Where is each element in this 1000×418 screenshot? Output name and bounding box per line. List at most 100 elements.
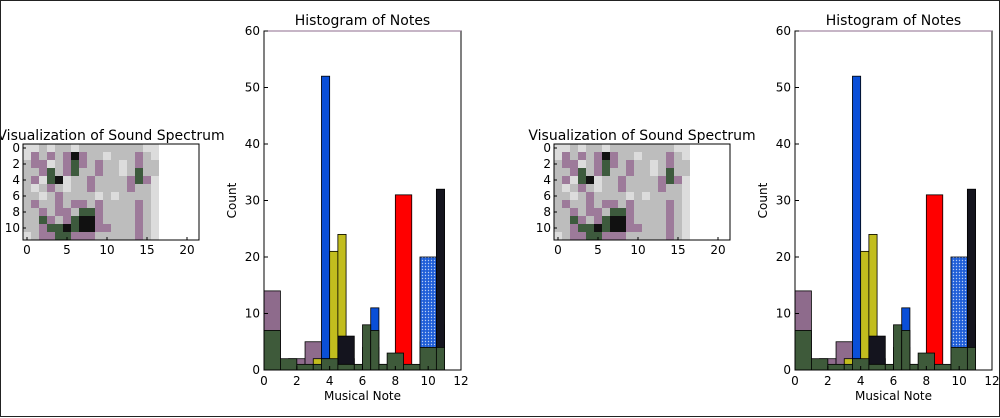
heatmap-cell	[183, 160, 192, 169]
heatmap-cell	[674, 192, 683, 201]
heatmap-cell	[95, 232, 104, 241]
heatmap-cell	[71, 168, 80, 177]
heatmap-cell	[87, 160, 96, 169]
heatmap-cell	[87, 232, 96, 241]
heatmap-cell	[95, 176, 104, 185]
heatmap-cell	[63, 184, 72, 193]
heatmap-cell	[706, 176, 715, 185]
heatmap-cell	[626, 184, 635, 193]
heatmap-cell	[602, 176, 611, 185]
heatmap-cell	[674, 232, 683, 241]
histogram-x-tick-label: 8	[392, 374, 400, 388]
heatmap-y-tick-label: 4	[12, 173, 20, 187]
heatmap-cell	[143, 216, 152, 225]
heatmap-cell	[674, 144, 683, 153]
heatmap-y-tick-label: 6	[12, 189, 20, 203]
heatmap-cell	[650, 168, 659, 177]
heatmap-cell	[87, 152, 96, 161]
heatmap-cell	[722, 224, 731, 233]
heatmap-cell	[602, 144, 611, 153]
histogram-y-tick-label: 0	[783, 363, 791, 377]
heatmap-cell	[594, 168, 603, 177]
heatmap-cell	[175, 144, 184, 153]
heatmap-cell	[554, 216, 563, 225]
heatmap-cell	[111, 232, 120, 241]
heatmap-y-tick-label: 8	[12, 205, 20, 219]
heatmap-cell	[119, 192, 128, 201]
heatmap-cell	[610, 224, 619, 233]
histogram-bar-green	[868, 363, 886, 371]
heatmap-cell	[658, 168, 667, 177]
heatmap-cell	[127, 208, 136, 217]
heatmap-cell	[191, 160, 200, 169]
heatmap-cell	[714, 144, 723, 153]
heatmap-cell	[634, 176, 643, 185]
heatmap-cell	[706, 200, 715, 209]
heatmap-cell	[650, 216, 659, 225]
heatmap-cell	[191, 216, 200, 225]
heatmap-cell	[31, 232, 40, 241]
heatmap-cell	[698, 192, 707, 201]
heatmap-cell	[690, 232, 699, 241]
heatmap-cell	[71, 144, 80, 153]
heatmap-y-tick-label: 0	[12, 141, 20, 155]
histogram-x-tick-label: 10	[421, 374, 436, 388]
histogram-x-tick-label: 10	[952, 374, 967, 388]
heatmap-cell	[191, 152, 200, 161]
heatmap-cell	[690, 216, 699, 225]
heatmap-cell	[103, 144, 112, 153]
heatmap-cell	[175, 168, 184, 177]
heatmap-cell	[191, 176, 200, 185]
heatmap-cell	[39, 224, 48, 233]
histogram-bar-green	[296, 363, 314, 371]
histogram-y-tick-label: 40	[245, 137, 260, 151]
heatmap-cell	[167, 208, 176, 217]
heatmap-cell	[39, 184, 48, 193]
histogram-bar-green	[312, 363, 322, 371]
heatmap-cell	[706, 216, 715, 225]
heatmap-cell	[586, 160, 595, 169]
heatmap-cell	[722, 208, 731, 217]
heatmap-cell	[103, 232, 112, 241]
heatmap-x-tick-label: 0	[23, 243, 31, 257]
heatmap-cell	[143, 168, 152, 177]
heatmap-cell	[690, 152, 699, 161]
heatmap-cell	[634, 192, 643, 201]
heatmap-cell	[119, 160, 128, 169]
heatmap-cell	[666, 200, 675, 209]
heatmap-cell	[610, 192, 619, 201]
heatmap-cell	[642, 168, 651, 177]
heatmap-cell	[47, 192, 56, 201]
heatmap-cell	[666, 224, 675, 233]
heatmap-cell	[562, 200, 571, 209]
heatmap-cell	[578, 200, 587, 209]
heatmap-x-tick-label: 10	[99, 243, 114, 257]
heatmap-cell	[39, 160, 48, 169]
heatmap-cell	[47, 152, 56, 161]
histogram-y-label: Count	[756, 182, 770, 218]
histogram-x-tick-label: 4	[857, 374, 865, 388]
heatmap-cell	[143, 144, 152, 153]
heatmap-cell	[562, 192, 571, 201]
heatmap-cell	[618, 152, 627, 161]
heatmap-cell	[79, 216, 88, 225]
heatmap-cell	[151, 168, 160, 177]
heatmap-cell	[714, 152, 723, 161]
heatmap-cell	[674, 200, 683, 209]
heatmap-cell	[143, 200, 152, 209]
histogram-y-tick-label: 60	[776, 24, 791, 38]
heatmap-x-tick-label: 20	[710, 243, 725, 257]
heatmap-cell	[610, 216, 619, 225]
heatmap-cell	[714, 160, 723, 169]
heatmap-cell	[95, 216, 104, 225]
heatmap-cell	[23, 192, 32, 201]
heatmap-cell	[658, 176, 667, 185]
heatmap-cell	[39, 232, 48, 241]
heatmap-cell	[594, 216, 603, 225]
heatmap-cell	[634, 144, 643, 153]
heatmap-cell	[586, 232, 595, 241]
heatmap-cell	[159, 160, 168, 169]
histogram-y-tick-label: 0	[252, 363, 260, 377]
heatmap-cell	[39, 200, 48, 209]
